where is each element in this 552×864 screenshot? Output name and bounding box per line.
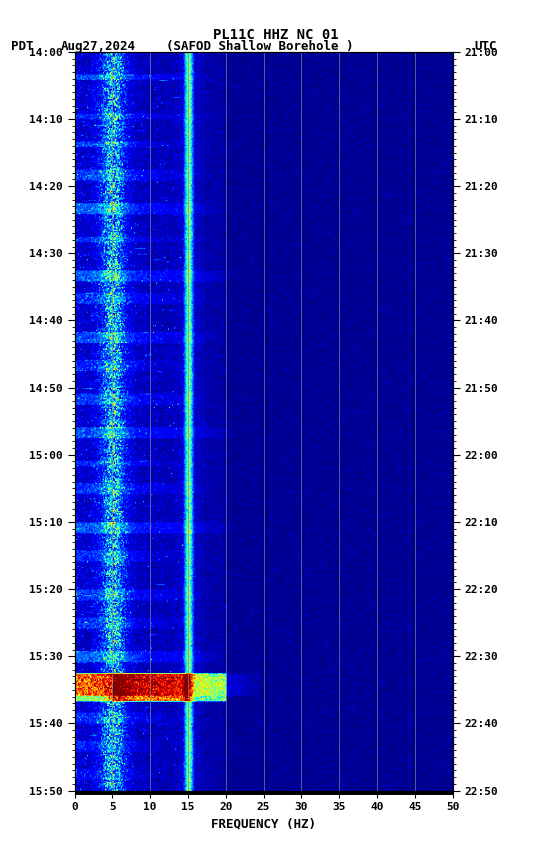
Text: UTC: UTC bbox=[475, 40, 497, 53]
Text: (SAFOD Shallow Borehole ): (SAFOD Shallow Borehole ) bbox=[166, 40, 353, 53]
Text: Aug27,2024: Aug27,2024 bbox=[61, 40, 136, 53]
Text: PL11C HHZ NC 01: PL11C HHZ NC 01 bbox=[213, 28, 339, 41]
X-axis label: FREQUENCY (HZ): FREQUENCY (HZ) bbox=[211, 818, 316, 831]
Text: PDT: PDT bbox=[11, 40, 34, 53]
